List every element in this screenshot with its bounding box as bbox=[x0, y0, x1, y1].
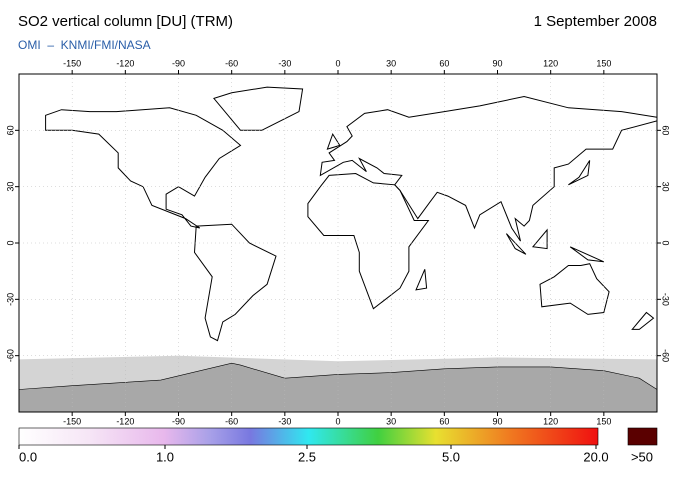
lon-label-bottom: 90 bbox=[492, 416, 502, 426]
lat-label-right: -60 bbox=[661, 349, 671, 362]
lat-label-right: 30 bbox=[661, 182, 671, 192]
coastline bbox=[213, 86, 304, 131]
lon-label-bottom: -150 bbox=[63, 416, 81, 426]
lon-label-bottom: -120 bbox=[116, 416, 134, 426]
coastline bbox=[307, 172, 430, 310]
lon-label-bottom: 150 bbox=[596, 416, 611, 426]
coastline bbox=[631, 311, 655, 330]
lon-label-top: 60 bbox=[439, 58, 449, 68]
colorbar-overflow-label: >50 bbox=[631, 449, 653, 464]
lon-label-top: 150 bbox=[596, 58, 611, 68]
lat-label-left: -30 bbox=[5, 293, 15, 306]
coastline bbox=[531, 228, 548, 250]
colorbar-label: 0.0 bbox=[19, 449, 37, 464]
lon-label-top: -120 bbox=[116, 58, 134, 68]
lon-label-top: -60 bbox=[225, 58, 238, 68]
coastline bbox=[415, 269, 428, 291]
colorbar bbox=[18, 427, 599, 446]
lat-label-left: 0 bbox=[5, 240, 15, 245]
lon-label-top: 90 bbox=[492, 58, 502, 68]
subtitle: OMI – KNMI/FMI/NASA bbox=[18, 38, 151, 52]
colorbar-label: 1.0 bbox=[156, 449, 174, 464]
antarctica bbox=[19, 362, 657, 412]
title: SO2 vertical column [DU] (TRM) bbox=[18, 13, 233, 30]
lon-label-top: 30 bbox=[386, 58, 396, 68]
coastline bbox=[569, 246, 605, 263]
lat-label-right: 0 bbox=[661, 240, 671, 245]
lon-label-bottom: 60 bbox=[439, 416, 449, 426]
lat-label-left: -60 bbox=[5, 349, 15, 362]
lat-label-right: -30 bbox=[661, 293, 671, 306]
coastline bbox=[539, 263, 610, 315]
lon-label-bottom: 120 bbox=[543, 416, 558, 426]
lon-label-top: 120 bbox=[543, 58, 558, 68]
lon-label-top: -90 bbox=[172, 58, 185, 68]
lon-label-bottom: -90 bbox=[172, 416, 185, 426]
date: 1 September 2008 bbox=[534, 13, 657, 30]
coastline bbox=[319, 95, 657, 242]
colorbar-label: 20.0 bbox=[583, 449, 608, 464]
map-area bbox=[19, 74, 657, 412]
coastline bbox=[326, 132, 341, 150]
lon-label-bottom: -60 bbox=[225, 416, 238, 426]
lon-label-top: -150 bbox=[63, 58, 81, 68]
colorbar-label: 2.5 bbox=[298, 449, 316, 464]
coastline bbox=[193, 223, 277, 342]
lat-label-right: 60 bbox=[661, 125, 671, 135]
colorbar-label: 5.0 bbox=[442, 449, 460, 464]
lon-label-top: -30 bbox=[278, 58, 291, 68]
lat-label-left: 30 bbox=[5, 182, 15, 192]
colorbar-overflow bbox=[627, 427, 658, 446]
lon-label-top: 0 bbox=[335, 58, 340, 68]
coastline bbox=[505, 233, 527, 255]
lon-label-bottom: -30 bbox=[278, 416, 291, 426]
coastline bbox=[568, 160, 591, 186]
lon-label-bottom: 30 bbox=[386, 416, 396, 426]
lon-label-bottom: 0 bbox=[335, 416, 340, 426]
lat-label-left: 60 bbox=[5, 125, 15, 135]
